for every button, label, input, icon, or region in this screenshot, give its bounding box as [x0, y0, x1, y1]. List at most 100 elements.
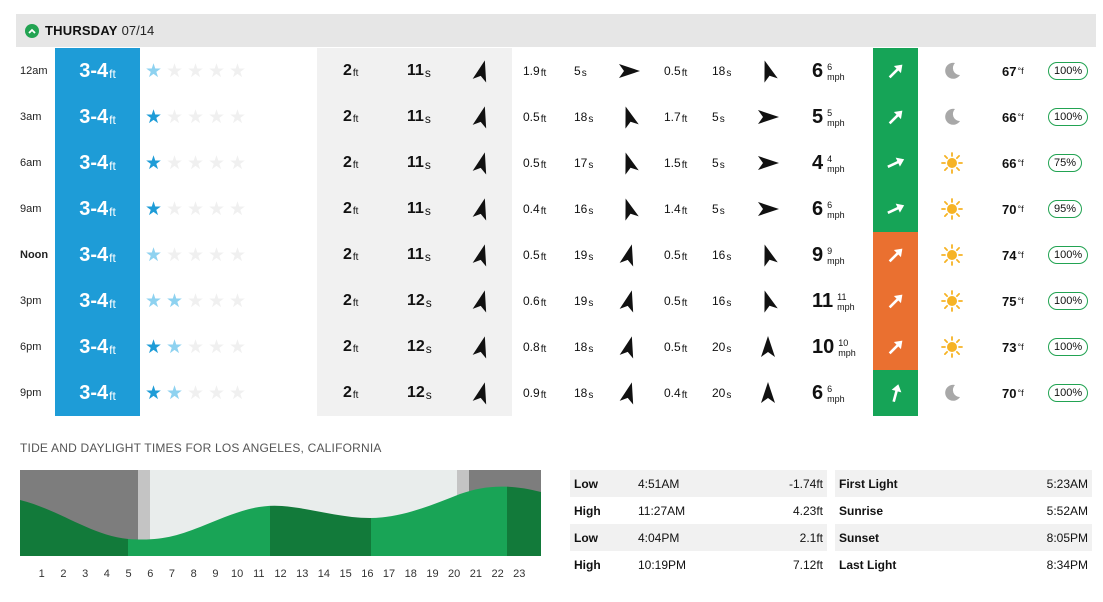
- forecast-time: 3pm: [20, 295, 42, 307]
- temperature-value: 70: [1002, 201, 1017, 217]
- secondary-swell-height: 0.5 ft: [523, 140, 546, 186]
- day-header[interactable]: THURSDAY 07/14: [16, 14, 1096, 47]
- rating-star-icon: ★: [228, 198, 247, 220]
- primary-swell-height: 2 ft: [343, 324, 358, 370]
- secondary-swell-period: 16 s: [574, 186, 593, 232]
- swell-height-value: 2: [343, 338, 352, 355]
- swell-height-unit: ft: [352, 159, 359, 171]
- swell-period-unit: s: [719, 205, 725, 217]
- wind-direction-box: [873, 324, 918, 370]
- wind-direction-icon: [888, 248, 902, 263]
- swell-height-value: 1.7: [664, 110, 681, 124]
- temperature: 74 °f: [1002, 232, 1024, 278]
- daylight-row: Sunset 8:05PM: [835, 524, 1092, 551]
- temperature: 66 °f: [1002, 140, 1024, 186]
- temperature-unit: °f: [1017, 296, 1024, 306]
- swell-period-value: 18: [574, 340, 588, 354]
- swell-height-value: 0.5: [523, 156, 540, 170]
- rating-star-icon: ★: [165, 198, 184, 220]
- wind-speed: 6 6 mph: [812, 370, 845, 416]
- hour-tick-label: 1: [38, 568, 45, 580]
- rating-star-icon: ★: [165, 290, 184, 312]
- surf-rating: ★ ★ ★ ★ ★: [143, 94, 248, 140]
- tide-height: 4.23ft: [792, 503, 823, 518]
- swell-direction-arrow-icon: [758, 156, 779, 170]
- chevron-up-icon[interactable]: [25, 23, 39, 38]
- moon-icon: [945, 62, 960, 79]
- forecast-row[interactable]: 6am 3-4 ft ★ ★ ★ ★ ★ 2 ft 11 s 0.5 ft 17 s 1.5 ft …: [0, 140, 1103, 186]
- swell-direction-arrow-icon: [625, 106, 639, 129]
- swell-direction-arrow-icon: [758, 202, 779, 216]
- swell-period-value: 16: [712, 294, 726, 308]
- forecast-row[interactable]: 3am 3-4 ft ★ ★ ★ ★ ★ 2 ft 11 s 0.5 ft 18 s 1.7 ft …: [0, 94, 1103, 140]
- surf-height: 3-4 ft: [55, 324, 140, 370]
- surf-height-value: 3-4: [79, 197, 109, 220]
- wind-direction-icon: [888, 340, 902, 355]
- surf-height-value: 3-4: [79, 335, 109, 358]
- swell-direction-arrow-icon: [472, 244, 487, 267]
- primary-swell-period: 11 s: [407, 48, 431, 94]
- primary-swell-height: 2 ft: [343, 48, 358, 94]
- swell-direction-arrow-icon: [472, 382, 487, 405]
- temperature: 70 °f: [1002, 370, 1024, 416]
- surf-height: 3-4 ft: [55, 94, 140, 140]
- wind-speed-value: 6: [812, 59, 824, 82]
- temperature-unit: °f: [1017, 388, 1024, 398]
- tide-times-table: Low 4:51AM -1.74ft High 11:27AM 4.23ft Low…: [570, 470, 827, 578]
- surf-height-value: 3-4: [79, 105, 109, 128]
- secondary-swell-height: 0.9 ft: [523, 370, 546, 416]
- forecast-probability: 100%: [1048, 370, 1089, 416]
- surf-rating: ★ ★ ★ ★ ★: [143, 324, 248, 370]
- swell-height-value: 0.5: [664, 248, 681, 262]
- swell-period-value: 11: [407, 200, 424, 217]
- forecast-row[interactable]: 3pm 3-4 ft ★ ★ ★ ★ ★ 2 ft 12 s 0.6 ft 19 s 0.5 ft …: [0, 278, 1103, 324]
- swell-period-value: 5: [712, 156, 719, 170]
- tide-row: High 10:19PM 7.12ft: [570, 551, 827, 578]
- swell-height-unit: ft: [540, 251, 547, 263]
- swell-period-value: 16: [574, 202, 588, 216]
- wind-direction-icon: [888, 64, 902, 79]
- hour-tick-label: 8: [190, 568, 197, 580]
- tide-section-title: TIDE AND DAYLIGHT TIMES FOR LOS ANGELES,…: [20, 441, 382, 455]
- temperature-unit: °f: [1017, 204, 1024, 214]
- swell-period-unit: s: [424, 204, 431, 218]
- tide-time: 4:04PM: [638, 530, 680, 545]
- forecast-row[interactable]: 9pm 3-4 ft ★ ★ ★ ★ ★ 2 ft 12 s 0.9 ft 18 s 0.4 ft …: [0, 370, 1103, 416]
- swell-period-unit: s: [425, 342, 432, 356]
- tide-row: High 11:27AM 4.23ft: [570, 497, 827, 524]
- swell-height-unit: ft: [540, 297, 547, 309]
- surf-rating: ★ ★ ★ ★ ★: [143, 370, 248, 416]
- swell-period-unit: s: [726, 297, 732, 309]
- primary-swell-period: 11 s: [407, 232, 431, 278]
- forecast-row[interactable]: 6pm 3-4 ft ★ ★ ★ ★ ★ 2 ft 12 s 0.8 ft 18 s 0.5 ft …: [0, 324, 1103, 370]
- rating-star-icon: ★: [144, 244, 163, 266]
- daylight-time: 8:05PM: [1046, 530, 1088, 545]
- surf-height-unit: ft: [109, 297, 116, 311]
- forecast-probability: 100%: [1048, 324, 1089, 370]
- forecast-row[interactable]: Noon 3-4 ft ★ ★ ★ ★ ★ 2 ft 11 s 0.5 ft 19 s 0.5 ft…: [0, 232, 1103, 278]
- tide-type: High: [574, 503, 601, 518]
- swell-direction-arrow-icon: [472, 60, 487, 83]
- secondary-swell-period: 18 s: [574, 94, 593, 140]
- probability-badge: 100%: [1048, 292, 1089, 310]
- swell-direction-arrow-icon: [472, 106, 487, 129]
- swell-height-unit: ft: [352, 205, 359, 217]
- secondary-swell-height: 1.9 ft: [523, 48, 546, 94]
- hour-tick-label: 20: [448, 568, 461, 580]
- wind-speed: 5 5 mph: [812, 94, 845, 140]
- swell-direction-arrow-icon: [619, 336, 634, 359]
- surf-height-value: 3-4: [79, 151, 109, 174]
- wind-speed-value: 4: [812, 151, 824, 174]
- forecast-probability: 95%: [1048, 186, 1083, 232]
- rating-star-icon: ★: [144, 152, 163, 174]
- rating-star-icon: ★: [207, 60, 226, 82]
- forecast-row[interactable]: 9am 3-4 ft ★ ★ ★ ★ ★ 2 ft 11 s 0.4 ft 16 s 1.4 ft …: [0, 186, 1103, 232]
- swell-period-unit: s: [424, 66, 431, 80]
- wind-speed-value: 6: [812, 381, 824, 404]
- first-light-band: [138, 470, 150, 556]
- surf-height: 3-4 ft: [55, 48, 140, 94]
- swell-height-unit: ft: [352, 343, 359, 355]
- swell-direction-arrow-icon: [761, 382, 775, 403]
- swell-height-unit: ft: [681, 343, 688, 355]
